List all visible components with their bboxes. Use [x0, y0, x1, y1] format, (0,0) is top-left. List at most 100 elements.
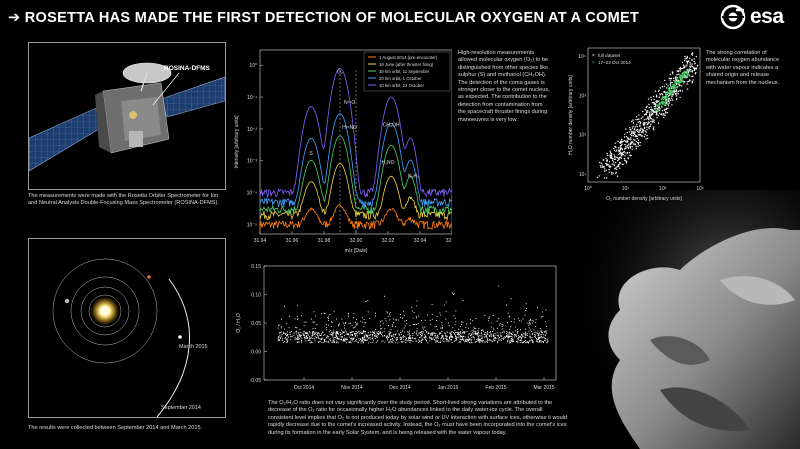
correlation-point: [679, 70, 681, 72]
ratio-point: [300, 331, 302, 333]
ratio-point: [415, 323, 417, 326]
ratio-point: [467, 341, 469, 343]
ratio-point: [314, 328, 316, 330]
ratio-point: [541, 341, 543, 343]
ratio-point: [420, 336, 422, 338]
ratio-point: [510, 341, 512, 343]
ratio-point: [323, 334, 325, 337]
spectrum-peak-label: N¹⁵O: [344, 100, 355, 106]
ratio-point: [431, 334, 434, 336]
ratio-point: [531, 339, 533, 341]
ratio-point: [331, 321, 333, 324]
correlation-point: [624, 147, 627, 150]
ratio-point: [535, 326, 537, 328]
ratio-point: [468, 327, 470, 329]
correlation-point: [637, 134, 640, 136]
ratio-point: [286, 340, 288, 343]
ratio-point: [509, 341, 511, 344]
correlation-point: [668, 77, 670, 80]
correlation-point: [608, 161, 611, 163]
ratio-point: [455, 321, 457, 323]
ratio-point: [479, 339, 481, 342]
correlation-point: [689, 75, 691, 77]
ratio-point: [404, 325, 406, 327]
correlation-point-highlight: [679, 78, 682, 80]
ratio-point: [453, 293, 455, 295]
ratio-point: [520, 329, 522, 331]
correlation-point: [636, 135, 638, 137]
ratio-point: [381, 333, 383, 335]
ratio-point: [457, 328, 460, 330]
ratio-point: [311, 332, 313, 334]
ratio-point: [331, 333, 333, 335]
correlation-point: [641, 135, 644, 137]
ratio-point: [324, 334, 326, 336]
correlation-point: [651, 109, 653, 111]
ratio-point: [509, 335, 511, 337]
ratio-point: [341, 318, 343, 320]
correlation-point: [663, 90, 666, 93]
correlation-point: [631, 134, 633, 137]
ratio-point: [456, 332, 458, 334]
ratio-point: [544, 331, 546, 333]
ratio-point: [408, 338, 410, 340]
ratio-point: [341, 336, 343, 338]
ratio-point: [286, 334, 289, 336]
ratio-point: [481, 338, 483, 340]
correlation-point: [629, 127, 631, 129]
correlation-point-highlight: [667, 98, 669, 100]
ratio-point: [431, 303, 433, 306]
correlation-point: [648, 103, 650, 106]
spectrum-series-line: [259, 135, 452, 216]
correlation-point: [611, 159, 614, 162]
ratio-point: [544, 330, 546, 332]
ratio-point: [411, 336, 413, 338]
correlation-point-highlight: [662, 95, 665, 98]
ratio-point: [348, 322, 350, 324]
correlation-point: [632, 119, 634, 121]
ratio-point: [408, 331, 410, 333]
correlation-point: [671, 99, 674, 101]
ratio-point: [510, 332, 512, 334]
ratio-point: [369, 335, 371, 337]
ratio-point: [441, 322, 443, 324]
spectrum-series-line: [259, 204, 452, 231]
ratio-point: [486, 332, 488, 334]
ratio-point: [473, 326, 475, 328]
correlation-point-highlight: [658, 105, 660, 108]
ratio-point: [363, 325, 365, 328]
ratio-point: [279, 334, 281, 336]
ratio-point: [285, 333, 287, 335]
ratio-point: [347, 316, 349, 318]
ratio-point: [367, 311, 369, 313]
ratio-point: [300, 334, 302, 336]
correlation-point: [659, 94, 661, 96]
ratio-point: [297, 337, 299, 339]
ratio-point: [472, 329, 474, 331]
correlation-point: [686, 64, 688, 66]
ratio-point: [441, 335, 443, 337]
correlation-point: [655, 94, 658, 96]
ratio-point: [512, 339, 514, 341]
ratio-point: [513, 321, 515, 323]
ratio-point: [412, 340, 414, 342]
ratio-point: [492, 315, 494, 317]
ratio-point: [389, 311, 391, 314]
correlation-point: [686, 88, 689, 90]
ratio-point: [501, 337, 503, 340]
correlation-point-highlight: [673, 84, 676, 87]
ratio-point: [315, 332, 317, 334]
ratio-point: [524, 341, 526, 343]
ratio-point: [313, 321, 315, 323]
ratio-point: [428, 336, 431, 338]
ratio-point: [384, 318, 386, 320]
ratio-point: [471, 339, 473, 341]
ratio-point: [542, 311, 544, 313]
ratio-point: [348, 333, 350, 335]
ratio-point: [297, 338, 299, 340]
correlation-point-highlight: [676, 85, 678, 88]
ratio-point: [375, 341, 377, 343]
ratio-point: [335, 337, 337, 339]
correlation-point-highlight: [681, 80, 683, 83]
ratio-point: [466, 331, 468, 333]
